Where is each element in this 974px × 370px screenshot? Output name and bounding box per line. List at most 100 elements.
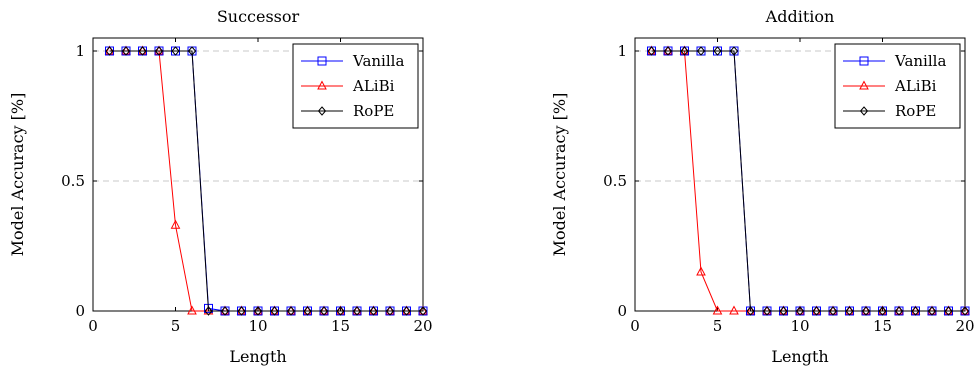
data-point-rope — [187, 46, 197, 56]
legend-marker-rope — [317, 106, 327, 116]
data-point-alibi — [877, 305, 888, 315]
chart-title: Addition — [765, 7, 835, 26]
data-point-alibi — [778, 305, 789, 315]
data-point-alibi — [679, 45, 690, 55]
data-point-alibi — [894, 305, 904, 315]
legend-marker-vanilla — [317, 56, 327, 66]
x-tick-label: 15 — [873, 317, 892, 335]
data-point-alibi — [418, 305, 428, 315]
x-tick-label: 0 — [88, 317, 98, 335]
data-point-rope — [696, 46, 706, 56]
data-point-rope — [746, 306, 755, 316]
data-point-rope — [845, 306, 854, 316]
data-point-alibi — [910, 305, 921, 315]
data-point-alibi — [170, 219, 181, 229]
data-point-rope — [911, 306, 920, 316]
data-point-rope — [105, 46, 114, 56]
data-point-alibi — [286, 305, 296, 315]
x-tick-label: 0 — [630, 317, 640, 335]
data-point-rope — [220, 306, 230, 316]
data-point-rope — [138, 46, 147, 56]
data-point-alibi — [187, 305, 197, 315]
chart-addition: Addition 0 5 10 15 20 0 0.5 1 Length Model Accurac… — [550, 7, 974, 366]
data-point-rope — [927, 306, 937, 316]
data-point-rope — [418, 306, 428, 316]
y-axis-label: Model Accuracy [%] — [550, 93, 569, 257]
data-point-alibi — [385, 305, 395, 315]
x-axis-label: Length — [229, 347, 286, 366]
data-point-rope — [286, 306, 296, 316]
legend-label-vanilla: Vanilla — [352, 52, 404, 70]
data-point-alibi — [319, 305, 329, 315]
data-point-alibi — [646, 45, 657, 55]
data-point-rope — [154, 46, 164, 56]
y-axis-label: Model Accuracy [%] — [8, 93, 27, 257]
x-tick-label: 10 — [790, 317, 809, 335]
data-point-alibi — [861, 305, 871, 315]
data-point-alibi — [335, 305, 346, 315]
data-point-alibi — [811, 305, 822, 315]
data-point-rope — [303, 306, 312, 316]
data-point-alibi — [236, 305, 247, 315]
data-point-alibi — [154, 45, 164, 55]
data-point-alibi — [828, 305, 838, 315]
data-point-alibi — [137, 45, 148, 55]
legend-label-vanilla: Vanilla — [894, 52, 946, 70]
legend-marker-vanilla — [859, 56, 869, 66]
data-point-rope — [319, 306, 329, 316]
legend-label-rope: RoPE — [353, 102, 394, 120]
data-point-rope — [779, 306, 788, 316]
y-tick-label: 1 — [617, 42, 627, 60]
y-tick-label: 0.5 — [603, 172, 627, 190]
data-point-rope — [894, 306, 904, 316]
data-point-alibi — [253, 305, 263, 315]
data-point-rope — [402, 306, 411, 316]
data-point-rope — [270, 306, 279, 316]
data-point-rope — [253, 306, 263, 316]
data-point-rope — [795, 306, 805, 316]
data-point-alibi — [269, 305, 280, 315]
data-point-rope — [647, 46, 656, 56]
series-line-rope — [109, 50, 423, 312]
data-point-rope — [960, 306, 970, 316]
data-point-alibi — [368, 305, 379, 315]
legend-label-alibi: ALiBi — [352, 77, 395, 95]
data-point-alibi — [696, 266, 706, 276]
data-point-rope — [663, 46, 673, 56]
data-point-alibi — [927, 305, 937, 315]
legend-marker-rope — [859, 106, 869, 116]
data-point-rope — [369, 306, 378, 316]
data-point-alibi — [729, 305, 739, 315]
x-tick-label: 5 — [713, 317, 723, 335]
x-axis-label: Length — [771, 347, 828, 366]
x-tick-label: 20 — [413, 317, 432, 335]
data-point-rope — [237, 306, 246, 316]
data-point-rope — [171, 46, 180, 56]
data-point-rope — [680, 46, 689, 56]
data-point-alibi — [104, 45, 115, 55]
data-point-alibi — [844, 305, 855, 315]
data-point-alibi — [302, 305, 313, 315]
data-point-alibi — [401, 305, 412, 315]
data-point-alibi — [960, 305, 970, 315]
chart-successor: Successor 0 5 10 15 20 0 0.5 1 Length Model Accura… — [8, 7, 433, 366]
data-point-alibi — [203, 305, 214, 315]
data-point-alibi — [745, 305, 756, 315]
chart-title: Successor — [217, 7, 300, 26]
data-point-alibi — [663, 45, 673, 55]
y-tick-label: 1 — [75, 42, 85, 60]
data-point-rope — [204, 306, 213, 316]
data-point-rope — [729, 46, 739, 56]
y-tick-label: 0 — [75, 302, 85, 320]
data-point-rope — [762, 306, 772, 316]
data-point-rope — [944, 306, 953, 316]
data-point-rope — [385, 306, 395, 316]
x-tick-label: 15 — [331, 317, 350, 335]
data-point-rope — [121, 46, 131, 56]
data-point-alibi — [795, 305, 805, 315]
data-point-rope — [878, 306, 887, 316]
x-tick-label: 5 — [171, 317, 181, 335]
x-tick-label: 10 — [248, 317, 267, 335]
